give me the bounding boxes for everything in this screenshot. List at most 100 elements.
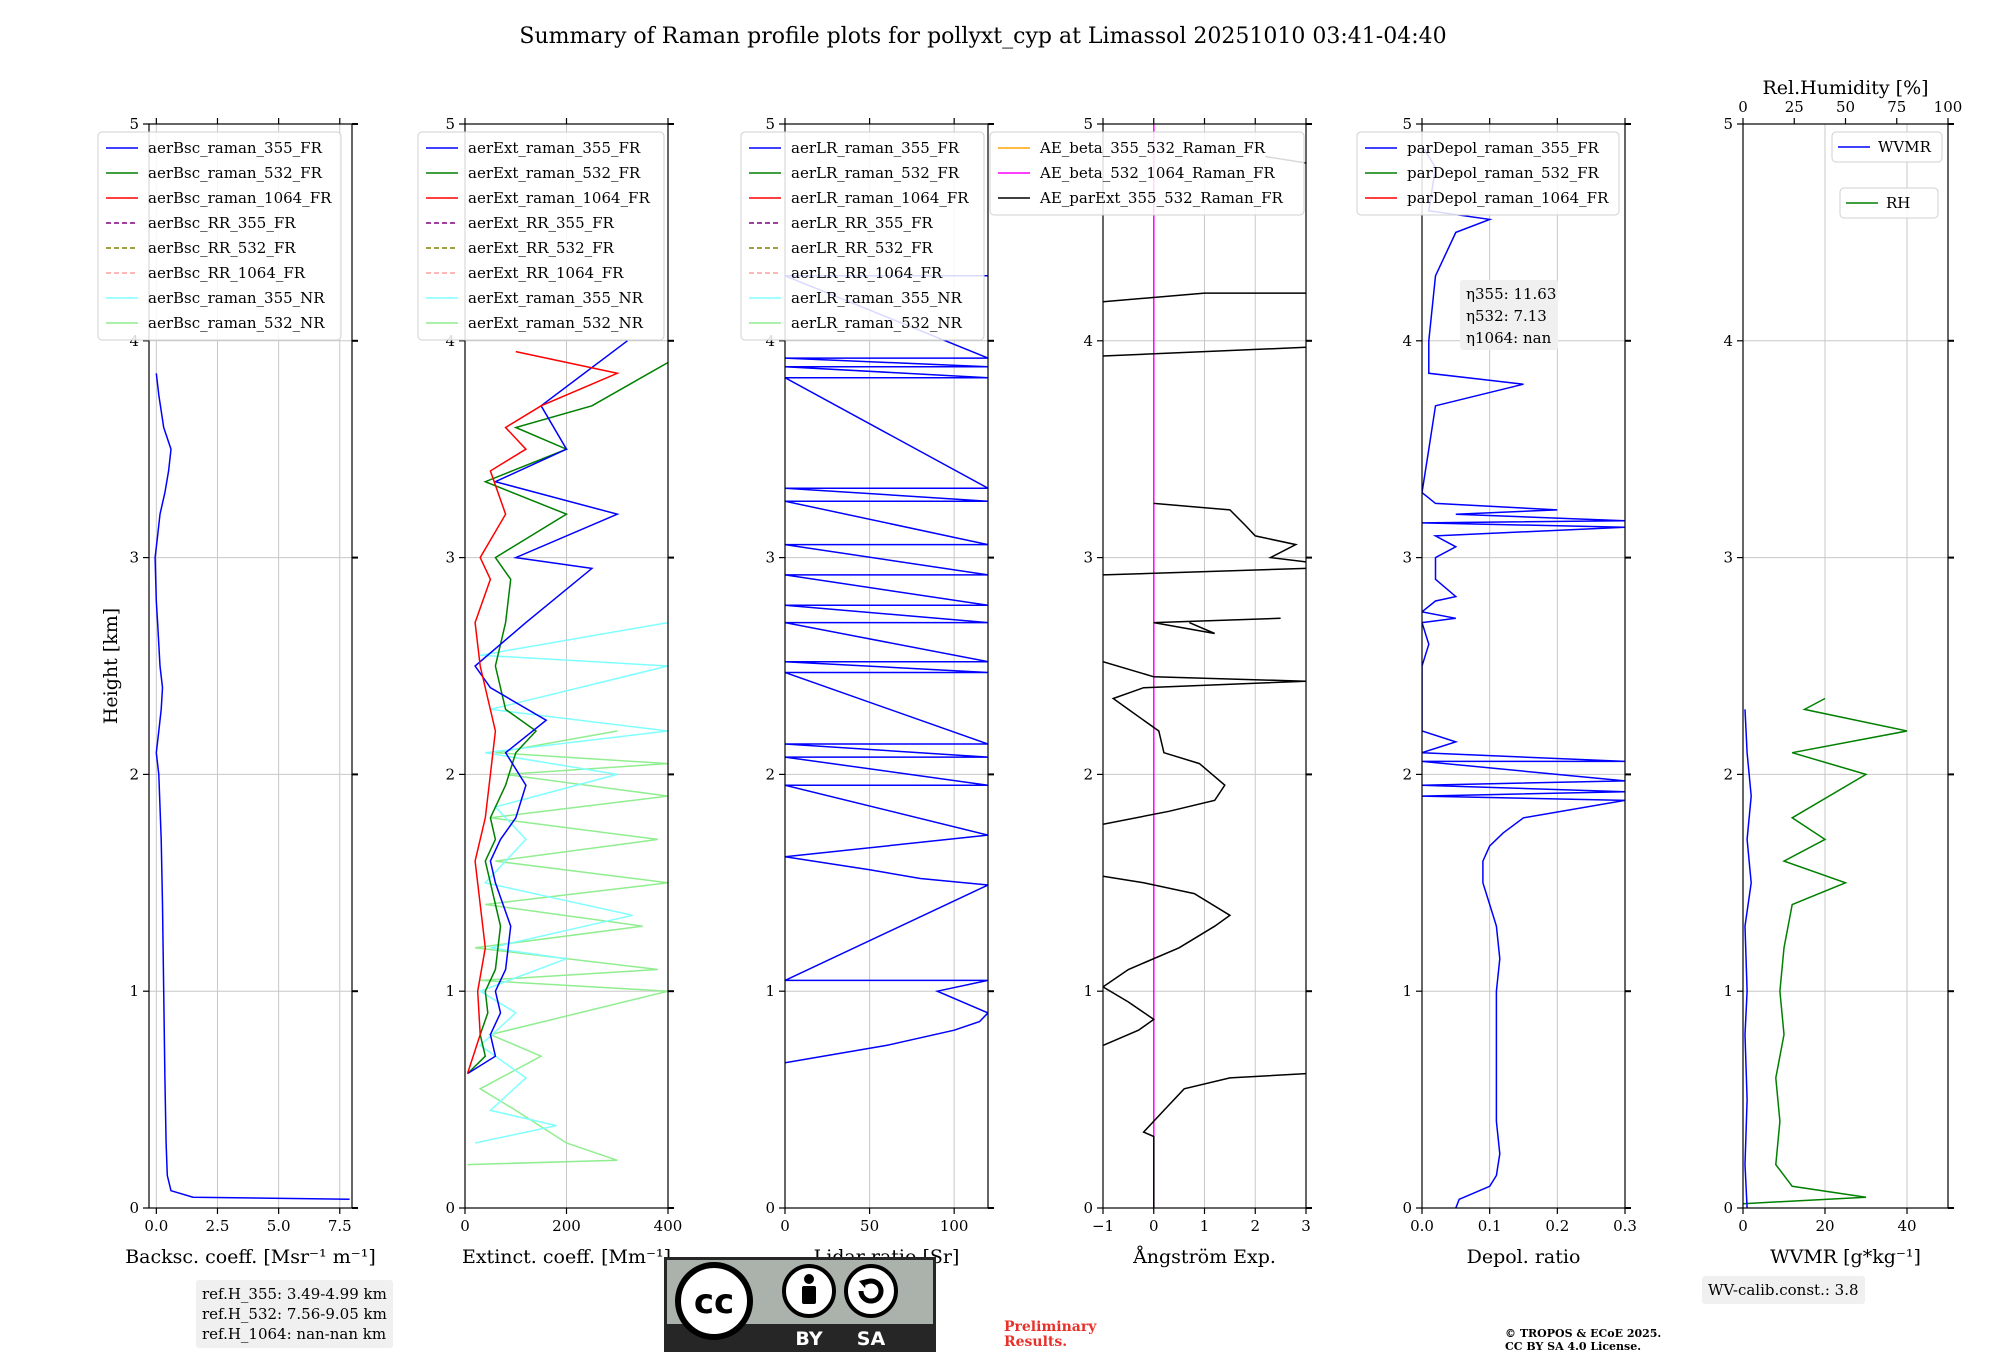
x-tick-label: 200 <box>552 1217 581 1235</box>
panel-backscatter: 0.0 2.5 5.0 7.5 0 1 2 3 4 5 Backsc. coeff. [Msr⁻¹ … <box>97 115 376 1268</box>
legend-label: aerBsc_raman_532_NR <box>148 314 325 332</box>
legend: aerExt_raman_355_FR aerExt_raman_532_FRae… <box>417 131 665 341</box>
legend-box <box>740 131 985 341</box>
series-aerExt_raman_355_FR <box>467 340 628 1075</box>
series-WVMR <box>1744 709 1752 1208</box>
x-axis-label: Ångström Exp. <box>1132 1246 1276 1268</box>
x-tick-label: 0 <box>460 1217 470 1235</box>
legend-label: aerLR_raman_355_NR <box>791 289 962 307</box>
panel-extinction: 0 200 400 0 1 2 3 4 5 Extinct. coeff. [Mm⁻¹] aerEx… <box>417 115 683 1268</box>
x-tick-label: 0 <box>780 1217 790 1235</box>
legend-label: aerBsc_raman_1064_FR <box>148 189 332 207</box>
eta-annotation-line: η532: 7.13 <box>1466 307 1547 325</box>
legend-label: WVMR <box>1878 138 1932 156</box>
copyright-line-2: CC BY SA 4.0 License. <box>1505 1340 1642 1353</box>
panel-depolarization: 0.0 0.1 0.2 0.3 0 1 2 3 4 5 Depol. ratio parDepol_r… <box>1356 115 1637 1268</box>
series-AE_parExt_355_532_Raman_FR <box>1142 1072 1306 1208</box>
x-tick-label: 100 <box>940 1217 969 1235</box>
top-x-tick-label: 100 <box>1934 98 1963 116</box>
y-tick-label: 2 <box>1723 765 1733 783</box>
x-tick-label: 0 <box>1149 1217 1159 1235</box>
y-tick-label: 1 <box>129 982 139 1000</box>
preliminary-note: Preliminary Results. <box>1004 1320 1096 1350</box>
legend-label: aerExt_raman_1064_FR <box>468 189 650 207</box>
x-tick-label: 0.3 <box>1613 1217 1637 1235</box>
y-tick-label: 3 <box>129 549 139 567</box>
legend-label: aerBsc_raman_355_FR <box>148 139 323 157</box>
legend-label: RH <box>1886 194 1910 212</box>
legend-label: parDepol_raman_355_FR <box>1407 139 1600 157</box>
y-tick-label: 2 <box>1083 765 1093 783</box>
legend-label: parDepol_raman_532_FR <box>1407 164 1600 182</box>
y-tick-label: 0 <box>1723 1199 1733 1217</box>
axes-frame <box>1742 123 1949 1209</box>
y-tick-label: 1 <box>765 982 775 1000</box>
series-AE_parExt_355_532_Raman_FR_g <box>1103 346 1306 357</box>
y-tick-label: 2 <box>765 765 775 783</box>
ref-height-box: ref.H_355: 3.49-4.99 km ref.H_532: 7.56-… <box>196 1280 393 1348</box>
legend-label: aerLR_RR_532_FR <box>791 239 933 257</box>
x-tick-label: 40 <box>1897 1217 1916 1235</box>
y-tick-label: 1 <box>445 982 455 1000</box>
y-tick-label: 3 <box>445 549 455 567</box>
legend-label: aerExt_raman_355_NR <box>468 289 644 307</box>
x-tick-label: 0.0 <box>144 1217 168 1235</box>
legend-label: AE_beta_532_1064_Raman_FR <box>1039 164 1275 182</box>
legend-box <box>97 131 342 341</box>
series-parDepol_raman_355_FR <box>1422 145 1625 1208</box>
sa-label: SA <box>857 1328 886 1350</box>
legend: aerLR_raman_355_FR aerLR_raman_532_FR aerL… <box>740 131 985 341</box>
series-AE_parExt_355_532_Raman_FR_c <box>1103 660 1306 826</box>
ref-height-1064: ref.H_1064: nan-nan km <box>202 1325 387 1343</box>
y-tick-label: 0 <box>445 1199 455 1217</box>
series-AE_parExt_355_532_Raman_FR_h <box>1103 292 1306 303</box>
legend-label: aerLR_raman_532_NR <box>791 314 962 332</box>
x-axis-label: Backsc. coeff. [Msr⁻¹ m⁻¹] <box>125 1246 376 1268</box>
x-tick-label: 0.2 <box>1545 1217 1569 1235</box>
legend-label: aerLR_RR_355_FR <box>791 214 933 232</box>
preliminary-line-1: Preliminary <box>1004 1319 1097 1335</box>
series-aerExt_raman_1064_FR <box>466 350 620 1074</box>
legend-label: aerExt_raman_532_FR <box>468 164 641 182</box>
legend-box <box>1356 131 1620 216</box>
x-axis-label: Extinct. coeff. [Mm⁻¹] <box>462 1246 671 1268</box>
x-tick-label: 400 <box>654 1217 683 1235</box>
x-tick-label: 2 <box>1250 1217 1260 1235</box>
axes-frame <box>1421 123 1626 1209</box>
axes-frame <box>784 123 989 1209</box>
cc-license-badge: cc BY SA <box>664 1257 936 1352</box>
x-tick-label: 50 <box>860 1217 879 1235</box>
copyright-note: © TROPOS & ECoE 2025. CC BY SA 4.0 Licen… <box>1505 1327 1661 1353</box>
y-tick-label: 1 <box>1083 982 1093 1000</box>
y-tick-label: 0 <box>129 1199 139 1217</box>
legend-label: AE_beta_355_532_Raman_FR <box>1039 139 1266 157</box>
y-tick-label: 1 <box>1723 982 1733 1000</box>
top-x-tick-label: 25 <box>1785 98 1804 116</box>
y-tick-label: 5 <box>1083 115 1093 133</box>
y-tick-label: 1 <box>1402 982 1412 1000</box>
legend: parDepol_raman_355_FR parDepol_raman_532_… <box>1356 131 1620 216</box>
y-tick-label: 2 <box>445 765 455 783</box>
legend: AE_beta_355_532_Raman_FR AE_beta_532_1064… <box>989 131 1305 216</box>
x-tick-label: 7.5 <box>328 1217 352 1235</box>
legend-label: aerLR_raman_532_FR <box>791 164 960 182</box>
ref-height-532: ref.H_532: 7.56-9.05 km <box>202 1305 387 1323</box>
y-tick-label: 0 <box>1402 1199 1412 1217</box>
legend-box <box>417 131 665 341</box>
y-tick-label: 2 <box>129 765 139 783</box>
legend-label: aerBsc_RR_1064_FR <box>148 264 306 282</box>
series-AE_parExt_355_532_Raman_FR_d <box>1153 617 1281 635</box>
by-label: BY <box>795 1328 822 1350</box>
legend-label: aerBsc_raman_355_NR <box>148 289 325 307</box>
top-x-tick-label: 0 <box>1738 98 1748 116</box>
y-tick-label: 4 <box>1723 332 1733 350</box>
legend: aerBsc_raman_355_FR aerBsc_raman_532_FRae… <box>97 131 342 341</box>
eta-annotation-line: η355: 11.63 <box>1466 285 1556 303</box>
legend-label: aerBsc_RR_355_FR <box>148 214 296 232</box>
x-tick-label: 3 <box>1301 1217 1311 1235</box>
eta-annotation-line: η1064: nan <box>1466 329 1552 347</box>
y-tick-label: 5 <box>129 115 139 133</box>
y-tick-label: 4 <box>445 332 455 350</box>
legend-label: parDepol_raman_1064_FR <box>1407 189 1609 207</box>
